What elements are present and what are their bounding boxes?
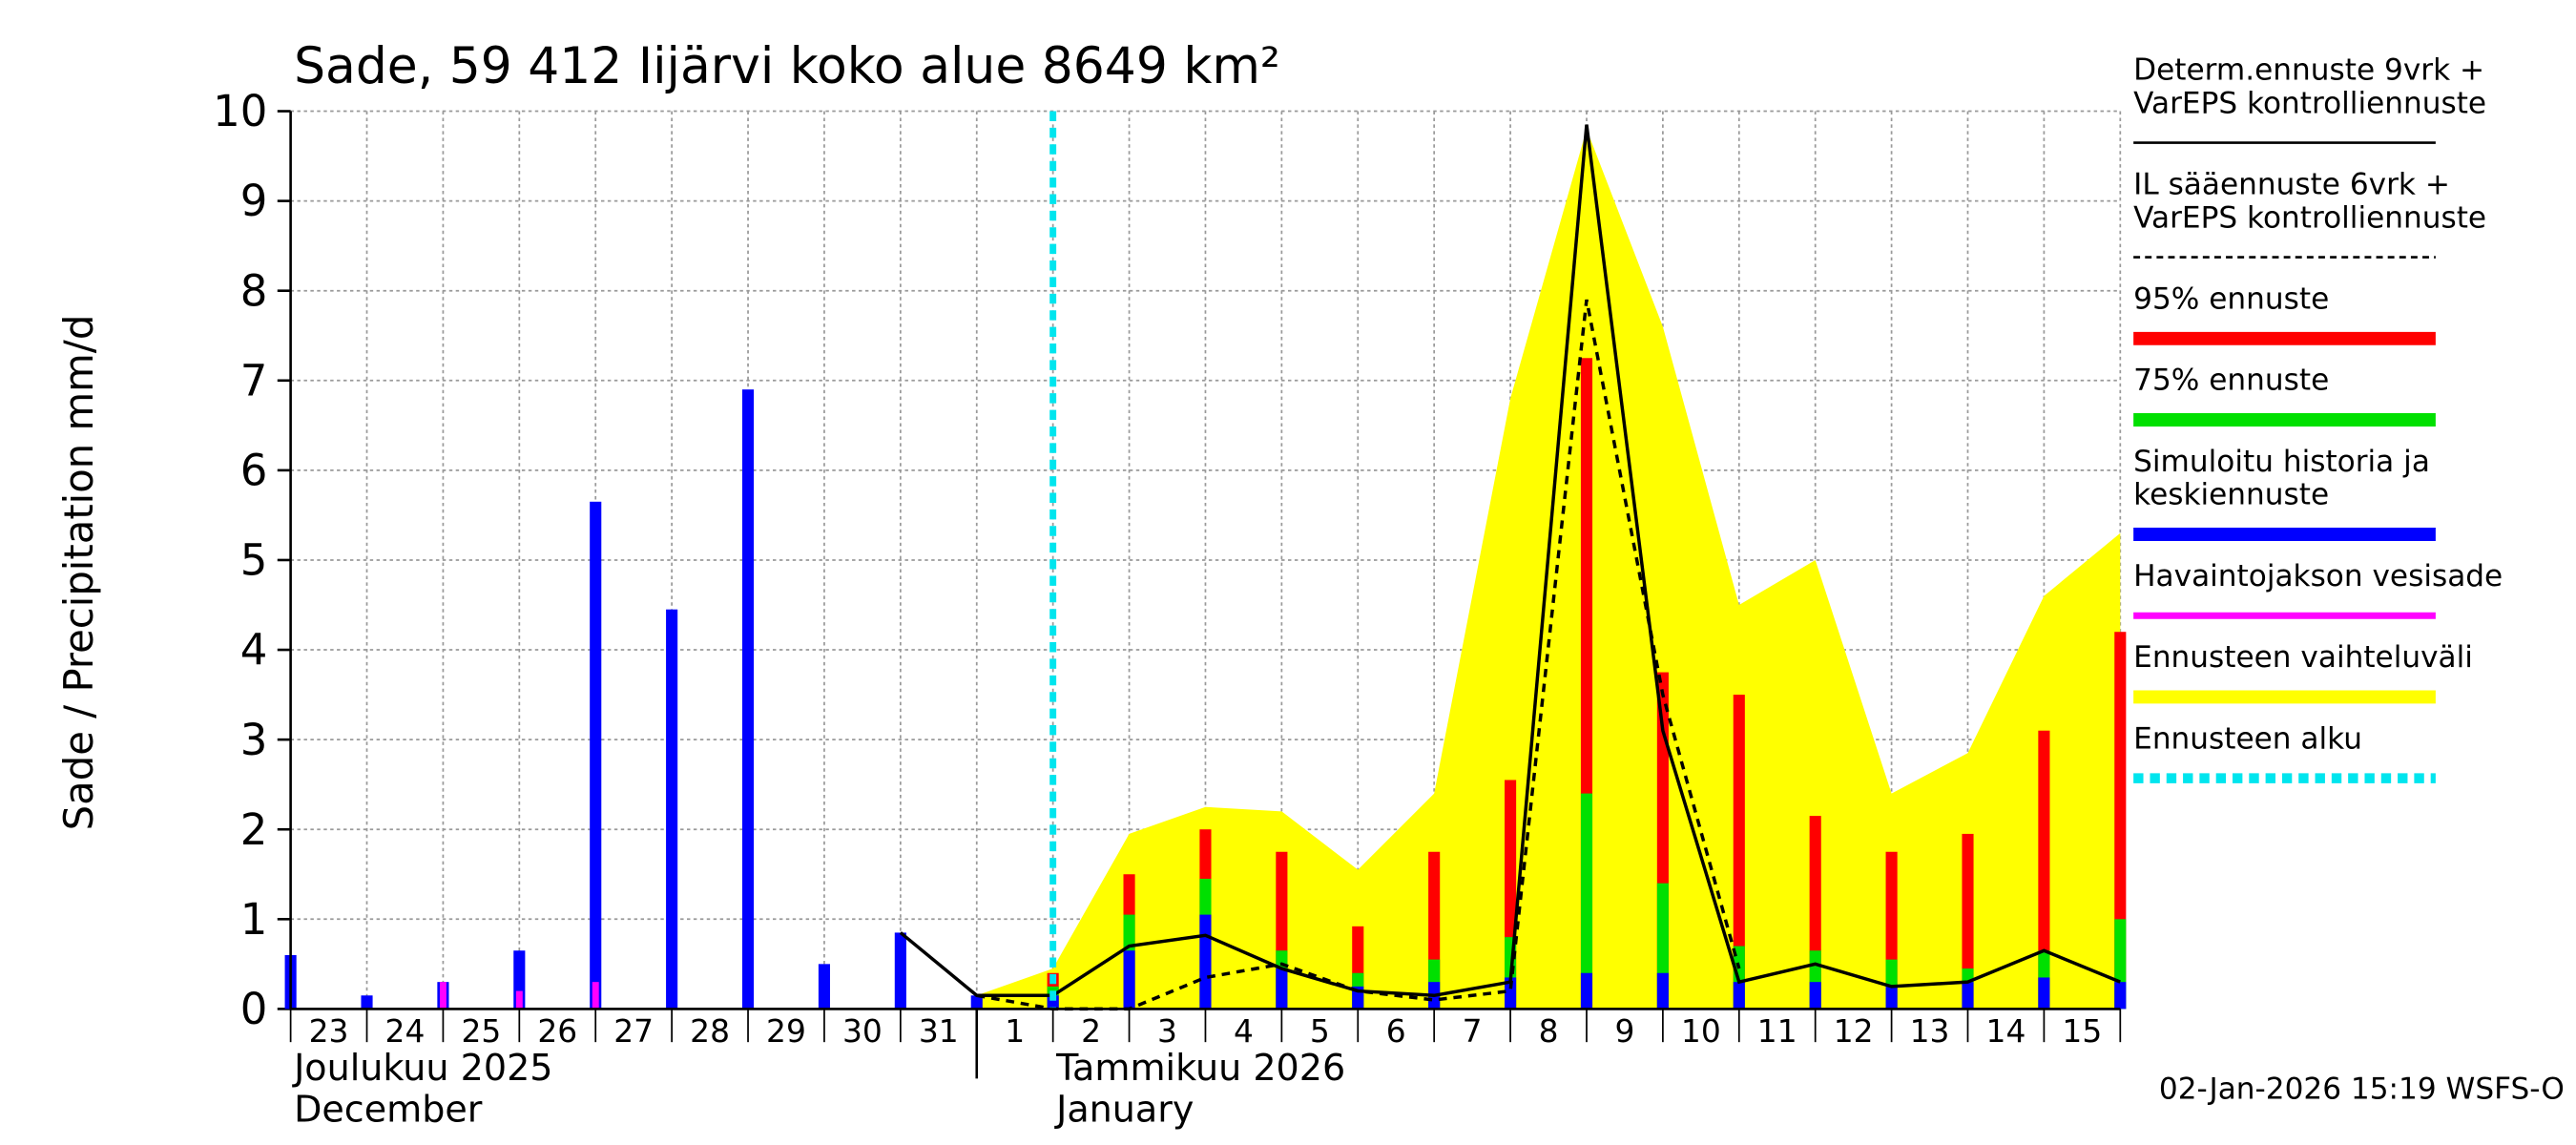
y-tick-label: 1 [240,894,268,945]
bar [1276,968,1288,1010]
x-tick-label: 3 [1157,1012,1177,1050]
x-tick-label: 6 [1386,1012,1406,1050]
month-label-fi: Joulukuu 2025 [292,1047,552,1089]
bar [970,995,983,1010]
x-tick-label: 13 [1910,1012,1950,1050]
legend-label: VarEPS kontrolliennuste [2133,86,2486,120]
bar [1199,914,1212,1010]
y-tick-label: 6 [240,445,268,495]
bar [741,389,755,1010]
legend-label: keskiennuste [2133,478,2329,512]
y-tick-label: 3 [240,715,268,765]
x-tick-label: 1 [1005,1012,1025,1050]
y-tick-label: 4 [240,625,268,676]
legend-label: Havaintojakson vesisade [2133,559,2503,593]
bar [1733,982,1745,1010]
legend-label: 75% ennuste [2133,364,2329,398]
bar [1962,833,1974,1010]
x-tick-label: 9 [1614,1012,1634,1050]
legend-label: 95% ennuste [2133,281,2329,316]
bar [1885,986,1898,1010]
x-tick-label: 12 [1834,1012,1874,1050]
bar [361,995,373,1010]
bar [1962,982,1974,1010]
x-tick-label: 5 [1310,1012,1330,1050]
bar [592,982,599,1010]
bar [666,609,678,1010]
legend-label: Ennusteen vaihteluväli [2133,640,2473,675]
bar [818,964,830,1010]
x-tick-label: 24 [385,1012,426,1050]
dashed-line [976,299,1741,1011]
x-tick-label: 2 [1081,1012,1101,1050]
legend: Determ.ennuste 9vrk +VarEPS kontrollienn… [2133,52,2503,783]
y-tick-label: 8 [240,265,268,316]
month-label-fi: Tammikuu 2026 [1055,1047,1345,1089]
bar [515,990,523,1010]
legend-label: Determ.ennuste 9vrk + [2133,52,2484,87]
y-axis-label: Sade / Precipitation mm/d [55,315,102,831]
bar [2114,632,2127,1010]
y-tick-label: 0 [240,984,268,1034]
x-tick-label: 25 [461,1012,501,1050]
y-tick-label: 9 [240,176,268,226]
legend-label: IL sääennuste 6vrk + [2133,167,2450,201]
x-tick-label: 14 [1986,1012,2026,1050]
timestamp: 02-Jan-2026 15:19 WSFS-O [2159,1072,2565,1106]
bar [2114,982,2127,1010]
bar [1580,972,1593,1010]
bar [1733,695,1745,1010]
y-tick-label: 5 [240,535,268,586]
x-tick-label: 27 [613,1012,654,1050]
legend-label: Simuloitu historia ja [2133,445,2430,479]
x-tick-label: 31 [919,1012,959,1050]
bar [1580,793,1593,1010]
bar [1656,972,1669,1010]
legend-label: Ennusteen alku [2133,721,2362,756]
x-tick-label: 11 [1757,1012,1797,1050]
bar [1123,950,1135,1010]
bar [439,982,447,1010]
bar [1809,982,1821,1010]
x-tick-label: 23 [309,1012,349,1050]
chart-title: Sade, 59 412 Iijärvi koko alue 8649 km² [294,38,1280,95]
bar [590,501,602,1010]
x-tick-label: 10 [1681,1012,1721,1050]
x-tick-label: 7 [1463,1012,1483,1050]
legend-label: VarEPS kontrolliennuste [2133,200,2486,235]
x-tick-label: 30 [842,1012,883,1050]
y-tick-label: 10 [213,86,267,136]
month-label-en: December [294,1089,483,1131]
x-tick-label: 28 [690,1012,730,1050]
bar [894,932,906,1010]
bar [1505,977,1517,1010]
bar [2038,730,2050,1010]
x-tick-label: 26 [537,1012,577,1050]
y-tick-label: 7 [240,355,268,406]
bar [2038,977,2050,1010]
x-tick-label: 4 [1234,1012,1254,1050]
x-tick-label: 8 [1539,1012,1559,1050]
y-tick-label: 2 [240,804,268,855]
month-label-en: January [1054,1089,1194,1131]
x-tick-label: 29 [766,1012,806,1050]
x-tick-label: 15 [2062,1012,2102,1050]
